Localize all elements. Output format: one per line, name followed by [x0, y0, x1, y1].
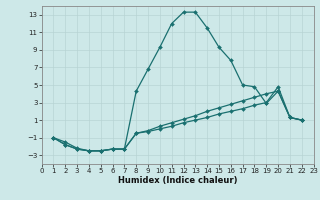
X-axis label: Humidex (Indice chaleur): Humidex (Indice chaleur) [118, 176, 237, 185]
